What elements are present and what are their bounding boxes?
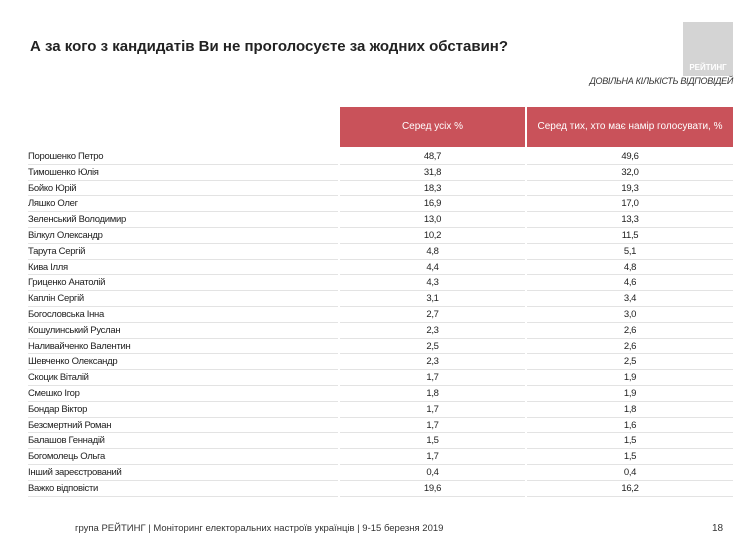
cell-value: 3,4 xyxy=(527,291,733,307)
cell-value: 3,0 xyxy=(527,307,733,323)
cell-value: 19,3 xyxy=(527,181,733,197)
cell-value: 1,5 xyxy=(340,433,525,450)
cell-value: 1,7 xyxy=(340,402,525,418)
page-number: 18 xyxy=(712,523,724,534)
title: А за кого з кандидатів Ви не проголосуєт… xyxy=(30,38,509,55)
cell-value: 2,7 xyxy=(340,307,525,323)
logo: РЕЙТИНГ xyxy=(683,22,733,76)
cell-value: 16,2 xyxy=(527,481,733,497)
row-label: Порошенко Петро xyxy=(28,149,338,165)
subtitle: ДОВІЛЬНА КІЛЬКІСТЬ ВІДПОВІДЕЙ xyxy=(589,76,733,86)
cell-value: 1,9 xyxy=(527,370,733,386)
row-label: Кошулинський Руслан xyxy=(28,323,338,339)
row-label: Бондар Віктор xyxy=(28,402,338,418)
row-label: Смешко Ігор xyxy=(28,386,338,402)
cell-value: 13,0 xyxy=(340,212,525,228)
cell-value: 32,0 xyxy=(527,165,733,181)
row-label: Богомолець Ольга xyxy=(28,449,338,465)
cell-value: 13,3 xyxy=(527,212,733,228)
cell-value: 2,3 xyxy=(340,354,525,371)
cell-value: 2,5 xyxy=(527,354,733,371)
row-label: Тимошенко Юлія xyxy=(28,165,338,181)
cell-value: 4,8 xyxy=(527,260,733,276)
cell-value: 0,4 xyxy=(340,465,525,481)
column-header: Серед усіх % xyxy=(340,107,525,147)
row-label: Зеленський Володимир xyxy=(28,212,338,228)
row-label: Бойко Юрій xyxy=(28,181,338,197)
row-label: Кива Ілля xyxy=(28,260,338,276)
cell-value: 5,1 xyxy=(527,244,733,260)
cell-value: 17,0 xyxy=(527,196,733,213)
cell-value: 1,7 xyxy=(340,370,525,386)
cell-value: 1,7 xyxy=(340,449,525,465)
cell-value: 1,6 xyxy=(527,418,733,434)
cell-value: 1,5 xyxy=(527,433,733,450)
cell-value: 19,6 xyxy=(340,481,525,497)
row-label: Гриценко Анатолій xyxy=(28,275,338,292)
footer: група РЕЙТИНГ | Моніторинг електоральних… xyxy=(75,523,444,534)
row-label: Важко відповісти xyxy=(28,481,338,497)
cell-value: 4,3 xyxy=(340,275,525,292)
cell-value: 18,3 xyxy=(340,181,525,197)
cell-value: 2,5 xyxy=(340,339,525,355)
row-label: Безсмертний Роман xyxy=(28,418,338,434)
cell-value: 2,6 xyxy=(527,339,733,355)
cell-value: 2,6 xyxy=(527,323,733,339)
row-label: Інший зареєстрований xyxy=(28,465,338,481)
column-header: Серед тих, хто має намір голосувати, % xyxy=(527,107,733,147)
cell-value: 4,8 xyxy=(340,244,525,260)
cell-value: 49,6 xyxy=(527,149,733,165)
cell-value: 16,9 xyxy=(340,196,525,213)
cell-value: 4,4 xyxy=(340,260,525,276)
cell-value: 1,5 xyxy=(527,449,733,465)
row-label: Ляшко Олег xyxy=(28,196,338,213)
cell-value: 1,7 xyxy=(340,418,525,434)
cell-value: 1,8 xyxy=(527,402,733,418)
cell-value: 1,8 xyxy=(340,386,525,402)
row-label: Скоцик Віталій xyxy=(28,370,338,386)
cell-value: 10,2 xyxy=(340,228,525,244)
row-label: Тарута Сергій xyxy=(28,244,338,260)
cell-value: 11,5 xyxy=(527,228,733,244)
cell-value: 0,4 xyxy=(527,465,733,481)
row-label: Каплін Сергій xyxy=(28,291,338,307)
cell-value: 48,7 xyxy=(340,149,525,165)
cell-value: 4,6 xyxy=(527,275,733,292)
row-label: Богословська Інна xyxy=(28,307,338,323)
cell-value: 2,3 xyxy=(340,323,525,339)
row-label: Наливайченко Валентин xyxy=(28,339,338,355)
row-label: Балашов Геннадій xyxy=(28,433,338,450)
cell-value: 1,9 xyxy=(527,386,733,402)
row-label: Вілкул Олександр xyxy=(28,228,338,244)
row-label: Шевченко Олександр xyxy=(28,354,338,371)
cell-value: 3,1 xyxy=(340,291,525,307)
cell-value: 31,8 xyxy=(340,165,525,181)
